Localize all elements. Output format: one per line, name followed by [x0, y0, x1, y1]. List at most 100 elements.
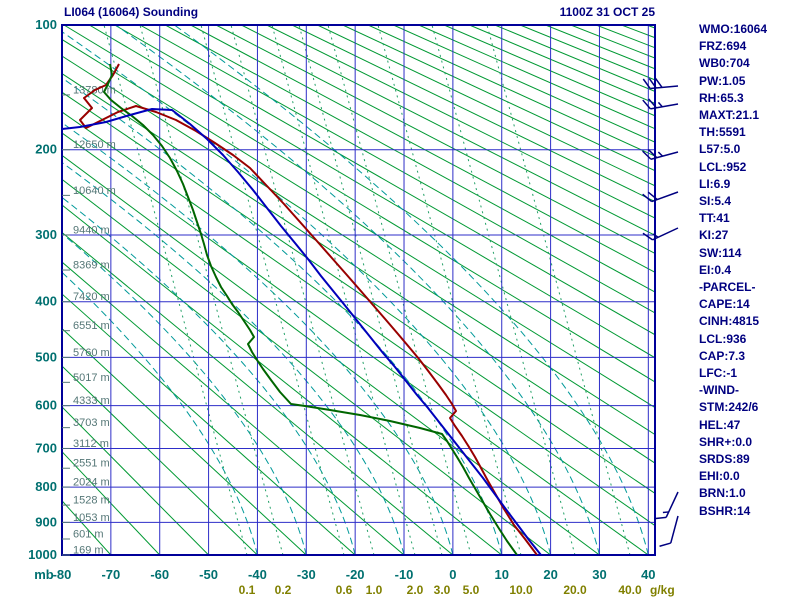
param-line: LCL:936	[699, 331, 747, 346]
pressure-tick-label: 900	[35, 514, 57, 529]
param-line: STM:242/6	[699, 400, 759, 415]
param-line: CAP:7.3	[699, 348, 746, 363]
wind-barb	[642, 77, 679, 90]
pressure-tick-label: 500	[35, 349, 57, 364]
temperature-tick-label: -40	[248, 567, 267, 582]
param-line: LCL:952	[699, 159, 747, 174]
moist-adiabats	[62, 25, 649, 555]
temperature-tick-label: 40	[641, 567, 655, 582]
param-line: FRZ:694	[699, 39, 747, 54]
height-label: 3703 m	[73, 417, 110, 429]
mixing-ratio-tick-label: 0.6	[336, 583, 353, 597]
param-line: SHR+:0.0	[699, 434, 753, 449]
mixing-ratio-tick-label: 20.0	[563, 583, 587, 597]
wind-barbs	[642, 77, 679, 547]
temperature-tick-label: -10	[395, 567, 414, 582]
param-line: TH:5591	[699, 125, 746, 140]
param-line: CAPE:14	[699, 297, 750, 312]
params-panel: WMO:16064 FRZ:694 WB0:704 PW:1.05 RH:65.3 MAX…	[699, 21, 767, 520]
height-label: 10640 m	[73, 185, 116, 197]
param-line: SW:114	[699, 245, 742, 260]
param-line: KI:27	[699, 228, 729, 243]
mixing-ratio-tick-label: 1.0	[366, 583, 383, 597]
param-line: LFC:-1	[699, 366, 737, 381]
temperature-tick-label: 10	[495, 567, 509, 582]
wind-barb	[659, 515, 679, 547]
height-label: 8369 m	[73, 260, 110, 272]
mixing-ratio-tick-label: 0.2	[275, 583, 292, 597]
mixing-ratio-tick-label: 10.0	[509, 583, 533, 597]
param-line: PW:1.05	[699, 73, 746, 88]
mixing-ratio-tick-label: 3.0	[434, 583, 451, 597]
plot-border	[61, 24, 656, 556]
mixing-ratio-tick-label: 0.1	[239, 583, 256, 597]
param-line: CINH:4815	[699, 314, 760, 329]
param-line: LI:6.9	[699, 176, 731, 191]
chart-datetime: 1100Z 31 OCT 25	[559, 5, 655, 19]
height-label: 9440 m	[73, 224, 110, 236]
height-label: 4333 m	[73, 395, 110, 407]
wind-barb	[642, 149, 679, 160]
mixing-ratio-tick-label: 5.0	[463, 583, 480, 597]
grid	[61, 24, 655, 556]
dewpoint-curve	[103, 63, 518, 555]
temperature-tick-label: -50	[199, 567, 218, 582]
pressure-tick-label: 700	[35, 440, 57, 455]
wind-barb	[642, 98, 679, 110]
height-label: 1528 m	[73, 495, 110, 507]
height-label: 7420 m	[73, 291, 110, 303]
dry-adiabats	[62, 25, 655, 555]
param-line: RH:65.3	[699, 90, 744, 105]
param-line: TT:41	[699, 211, 730, 226]
height-labels: 169 m 601 m 1053 m 1528 m 2024 m 2551 m 3112 m…	[62, 84, 116, 557]
mixing-ratio-unit-label: g/kg	[650, 583, 675, 597]
param-line: MAXT:21.1	[699, 108, 760, 123]
param-line: SRDS:89	[699, 452, 750, 467]
wet-bulb-curve	[62, 108, 542, 555]
pressure-axis-labels: 100 200 300 400 500 600 700 800 900 1000 mb	[28, 17, 57, 582]
param-line: HEL:47	[699, 417, 741, 432]
temperature-curve	[79, 63, 538, 555]
background-lines	[62, 25, 655, 555]
param-line: -PARCEL-	[699, 280, 756, 295]
wind-barb	[642, 227, 679, 241]
temperature-tick-label: 30	[592, 567, 606, 582]
height-label: 2024 m	[73, 477, 110, 489]
pressure-tick-label: 800	[35, 479, 57, 494]
param-line: SI:5.4	[699, 194, 732, 209]
mixing-ratio-lines	[103, 25, 631, 555]
pressure-tick-label: 100	[35, 17, 57, 32]
param-line: EHI:0.0	[699, 469, 740, 484]
param-line: EI:0.4	[699, 262, 732, 277]
temperature-tick-label: -20	[346, 567, 365, 582]
height-label: 3112 m	[73, 438, 109, 450]
temperature-tick-label: -60	[150, 567, 169, 582]
height-label: 169 m	[73, 545, 104, 557]
temperature-tick-label: -70	[101, 567, 120, 582]
height-label: 12650 m	[73, 139, 116, 151]
pressure-tick-label: 200	[35, 142, 57, 157]
temperature-tick-label: 20	[543, 567, 557, 582]
height-label: 601 m	[73, 529, 104, 541]
pressure-tick-label: 400	[35, 294, 57, 309]
pressure-unit-label: mb	[34, 567, 54, 582]
mixing-ratio-axis-labels: 0.1 0.2 0.6 1.0 2.0 3.0 5.0 10.0 20.0 40.0 g/kg	[239, 583, 675, 597]
param-line: -WIND-	[699, 383, 739, 398]
param-line: L57:5.0	[699, 142, 741, 157]
wind-barb	[642, 191, 679, 203]
temperature-tick-label: -80	[53, 567, 72, 582]
temperature-tick-label: -30	[297, 567, 316, 582]
pressure-tick-label: 300	[35, 227, 57, 242]
height-label: 1053 m	[73, 512, 110, 524]
pressure-tick-label: 1000	[28, 547, 57, 562]
temperature-tick-label: 0	[449, 567, 456, 582]
height-label: 6551 m	[73, 320, 110, 332]
mixing-ratio-tick-label: 40.0	[618, 583, 642, 597]
mixing-ratio-tick-label: 2.0	[407, 583, 424, 597]
temperature-axis-labels: -80 -70 -60 -50 -40 -30 -20 -10 0 10 20 30 40	[53, 567, 656, 582]
chart-title: LI064 (16064) Sounding	[64, 5, 199, 19]
wind-barb	[654, 491, 679, 520]
pressure-tick-label: 600	[35, 398, 57, 413]
